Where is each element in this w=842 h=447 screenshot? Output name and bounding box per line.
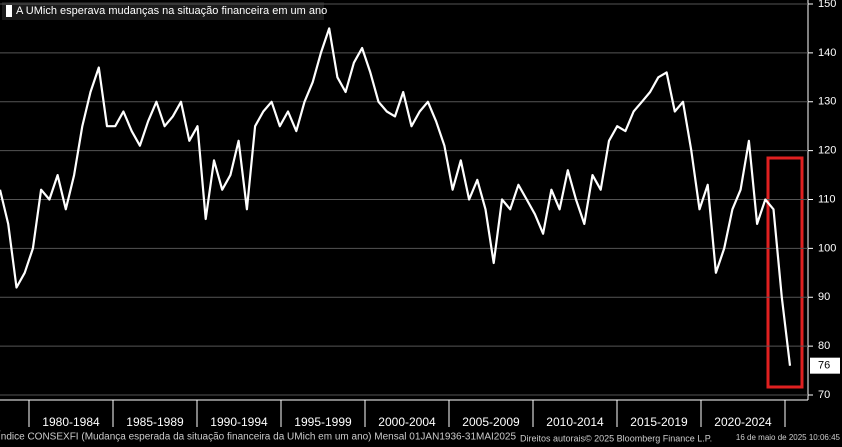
legend-swatch <box>6 5 12 17</box>
legend-label: A UMich esperava mudanças na situação fi… <box>16 5 327 17</box>
last-value-box <box>810 357 840 374</box>
y-tick-label: 80 <box>818 340 830 352</box>
legend-box <box>2 2 324 20</box>
y-tick-label: 70 <box>818 389 830 401</box>
x-tick-label: 2010-2014 <box>546 415 604 429</box>
copyright: Direitos autorais© 2025 Bloomberg Financ… <box>520 433 712 443</box>
x-tick-label: 2020-2024 <box>714 415 772 429</box>
y-tick-label: 100 <box>818 242 836 254</box>
y-tick-label: 150 <box>818 0 836 10</box>
x-tick-label: 1985-1989 <box>126 415 184 429</box>
y-tick-label: 130 <box>818 96 836 108</box>
x-tick-label: 2000-2004 <box>378 415 436 429</box>
series-line <box>0 27 792 366</box>
highlight-box <box>766 156 804 389</box>
x-tick-label: 1995-1999 <box>294 415 352 429</box>
footer: Índice CONSEXFI (Mudança esperada da sit… <box>0 430 516 443</box>
y-tick-label: 110 <box>818 193 836 205</box>
x-tick-label: 1980-1984 <box>42 415 100 429</box>
y-tick-label: 140 <box>818 47 836 59</box>
y-tick-label: 120 <box>818 145 836 157</box>
x-tick-label: 2005-2009 <box>462 415 520 429</box>
timestamp: 16 de maio de 2025 10:06:45 <box>736 433 841 442</box>
x-tick-label: 1990-1994 <box>210 415 268 429</box>
x-tick-label: 2015-2019 <box>630 415 688 429</box>
y-tick-label: 90 <box>818 291 830 303</box>
last-value-label: 76 <box>818 360 830 372</box>
